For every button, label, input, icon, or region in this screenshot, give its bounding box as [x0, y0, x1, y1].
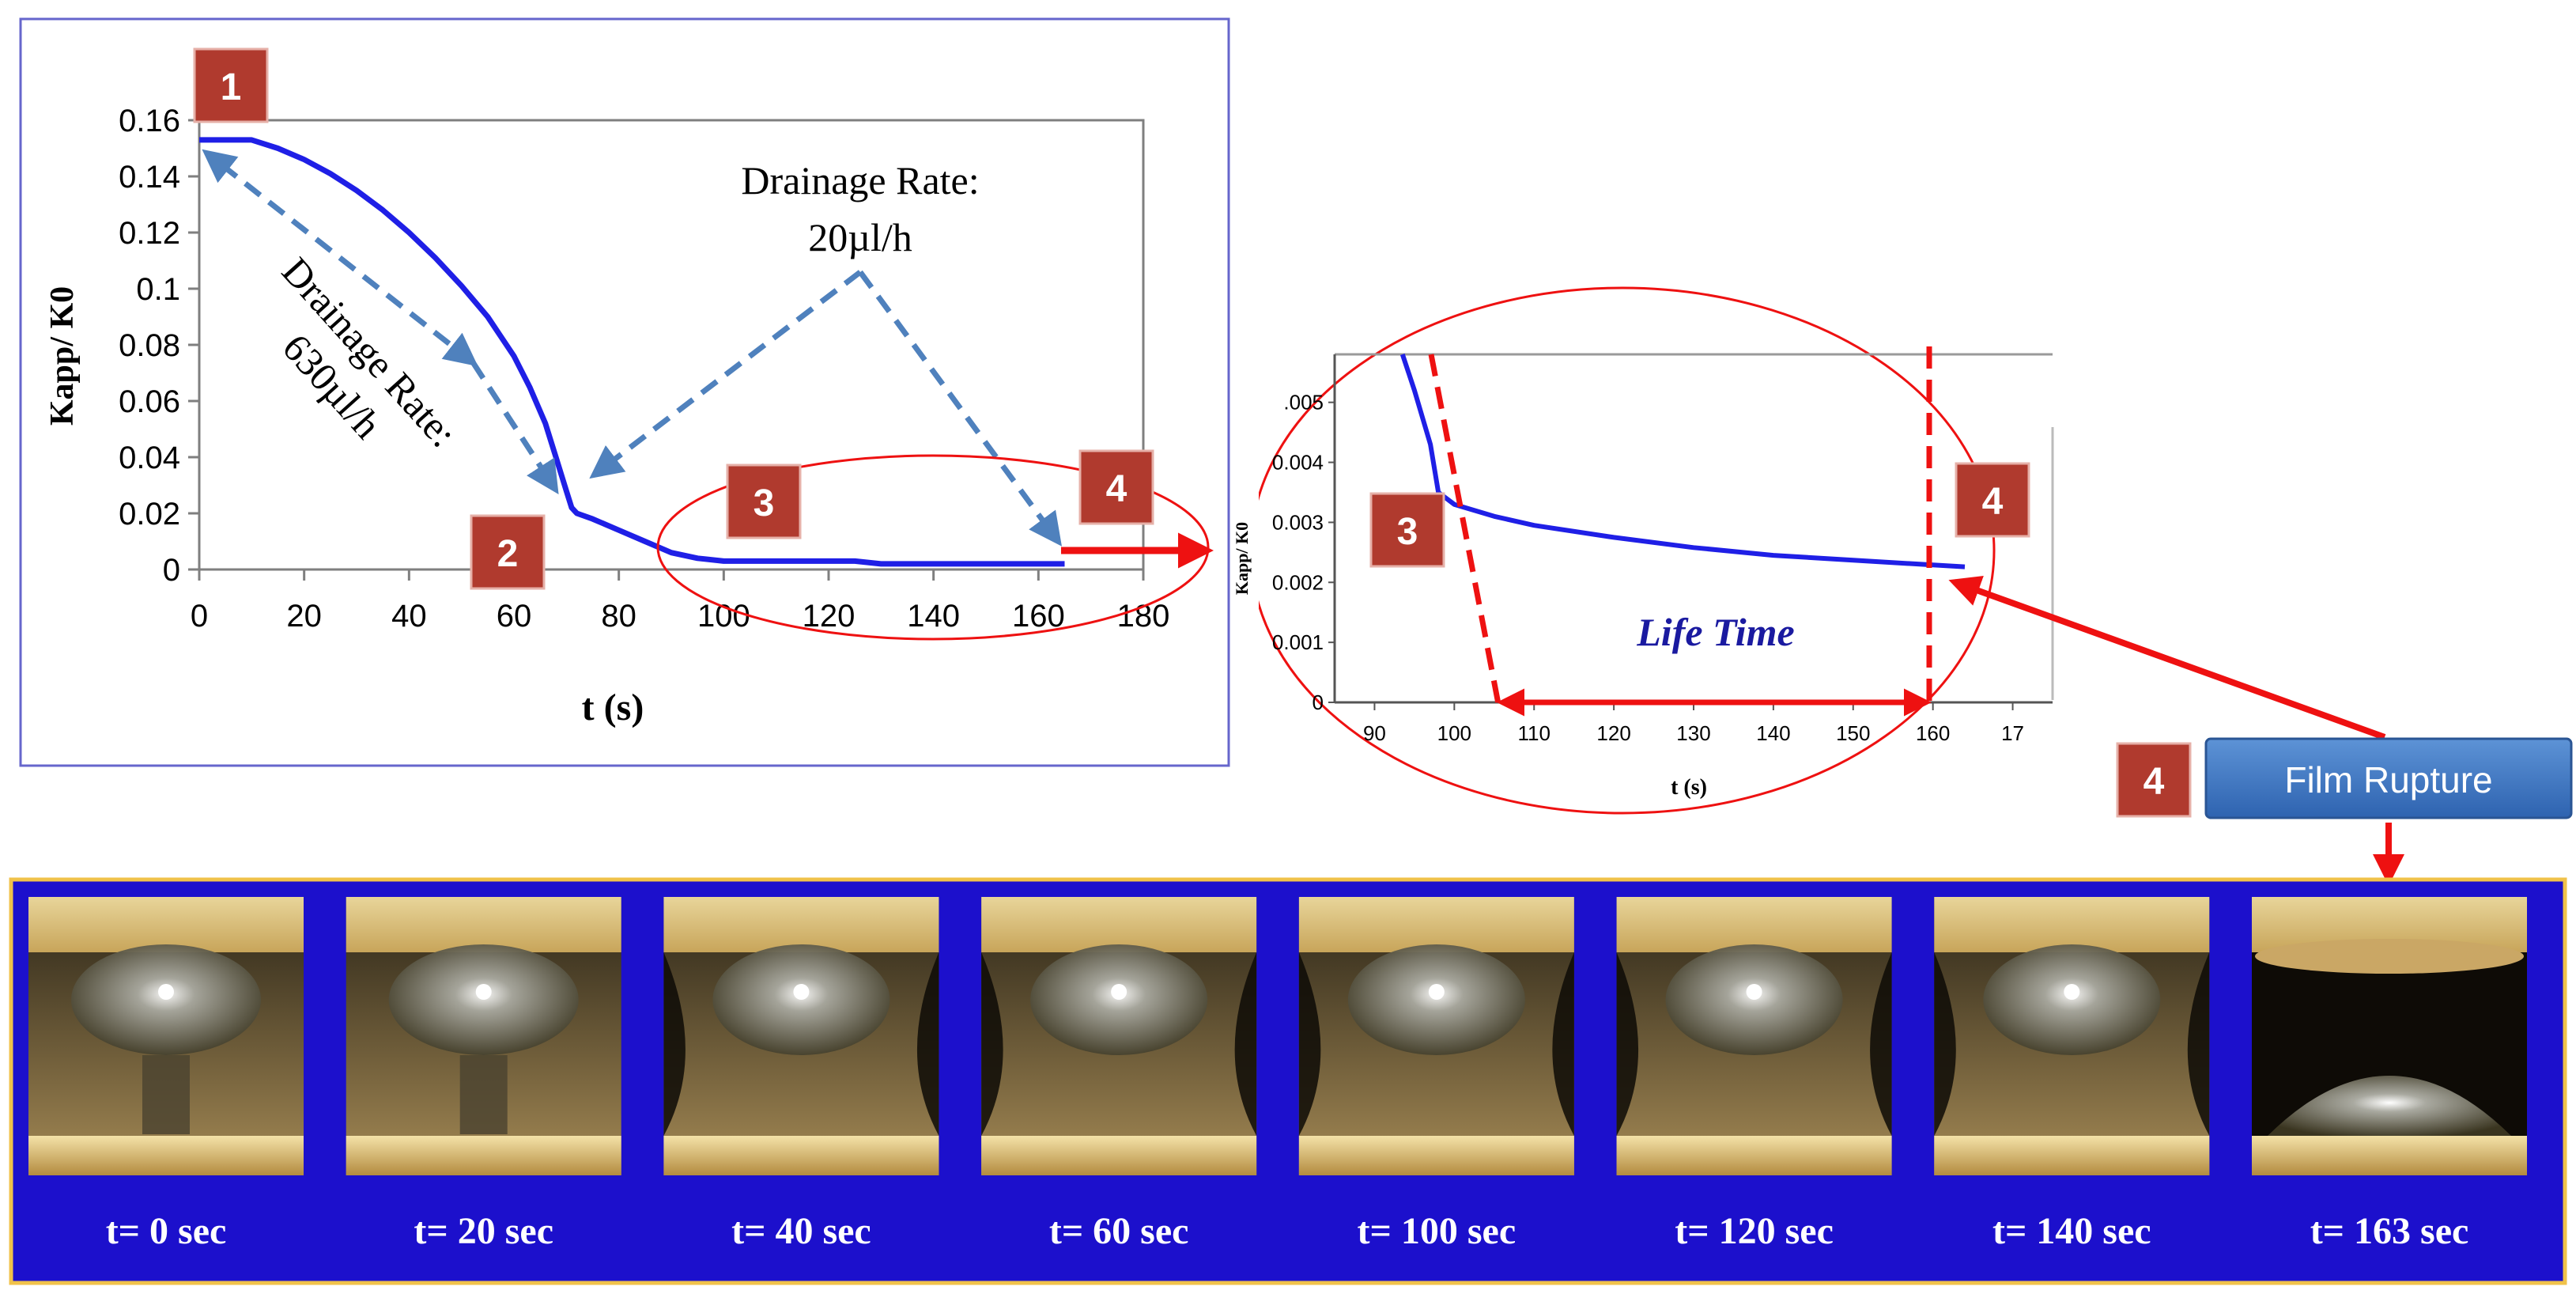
tangent-dashed-line — [1428, 354, 1502, 709]
zoom-x-tick-label: 17 — [2001, 721, 2024, 745]
svg-text:2: 2 — [497, 533, 519, 575]
frame-5: t= 120 sec — [1616, 897, 1892, 1252]
zoom-marker-4: 4 — [1955, 462, 2030, 538]
drainage-arrows — [202, 149, 1062, 547]
film-rupture-button — [2204, 737, 2573, 819]
main-x-tick-label: 60 — [497, 599, 532, 634]
frame-6: t= 140 sec — [1934, 897, 2210, 1252]
main-y-tick-label: 0.1 — [136, 272, 180, 307]
main-x-axis: 0 20 40 60 80 100 120 140 160 180 — [191, 569, 1170, 634]
svg-text:3: 3 — [754, 482, 775, 524]
marker-2: 2 — [470, 514, 546, 590]
zoom-y-tick-label: 0.001 — [1272, 630, 1324, 654]
film-rupture-marker-4 — [2116, 742, 2192, 818]
main-x-tick-label: 140 — [907, 599, 960, 634]
drainage-slow-label-line2: 20µl/h — [808, 215, 912, 259]
frame-time-label: t= 60 sec — [1049, 1210, 1189, 1252]
zoom-y-tick-label: 0 — [1313, 691, 1324, 714]
main-y-axis-label: Kapp/ K0 — [44, 286, 81, 426]
frame-4: t= 100 sec — [1298, 897, 1574, 1252]
frame-time-label: t= 163 sec — [2310, 1210, 2469, 1252]
main-x-tick-label: 180 — [1117, 599, 1170, 634]
frame-7: t= 163 sec — [2252, 897, 2527, 1252]
main-chart: 0 0.02 0.04 0.06 0.08 0.1 0.12 0.14 0.16 0 20 40 60… — [19, 17, 1230, 767]
main-x-tick-label: 0 — [191, 599, 208, 634]
zoom-y-tick-label: 0.002 — [1272, 570, 1324, 594]
marker-3: 3 — [726, 463, 802, 539]
main-y-tick-label: 0 — [163, 553, 180, 588]
frame-time-label: t= 120 sec — [1675, 1210, 1834, 1252]
film-rupture-label: Film Rupture — [2284, 759, 2492, 800]
zoom-x-tick-label: 90 — [1363, 721, 1386, 745]
main-y-tick-label: 0.08 — [119, 328, 180, 363]
main-y-tick-label: 0.06 — [119, 384, 180, 419]
frame-time-label: t= 0 sec — [106, 1210, 227, 1252]
zoom-x-tick-label: 140 — [1756, 721, 1790, 745]
zoom-y-axis-label: Kapp/ K0 — [1232, 522, 1252, 595]
main-x-tick-label: 160 — [1012, 599, 1065, 634]
svg-text:4: 4 — [2144, 761, 2165, 803]
drainage-slow-label-line1: Drainage Rate: — [741, 158, 979, 202]
marker-4: 4 — [1078, 449, 1154, 525]
frame-time-label: t= 40 sec — [731, 1210, 871, 1252]
zoom-x-tick-label: 100 — [1437, 721, 1471, 745]
ruptured-droplet — [2268, 1076, 2511, 1136]
frame-1: t= 20 sec — [346, 897, 621, 1252]
zoom-marker-3: 3 — [1369, 492, 1445, 568]
life-time-label: Life Time — [1636, 610, 1794, 654]
svg-text:1: 1 — [221, 66, 242, 108]
main-y-axis: 0 0.02 0.04 0.06 0.08 0.1 0.12 0.14 0.16 — [119, 104, 201, 588]
svg-text:3: 3 — [1397, 511, 1418, 553]
main-x-tick-label: 80 — [601, 599, 636, 634]
main-x-axis-label: t (s) — [582, 687, 644, 728]
frame-time-label: t= 100 sec — [1358, 1210, 1517, 1252]
zoom-data-series — [1399, 354, 1966, 569]
film-rupture-callout: 4 Film Rupture — [2116, 737, 2573, 819]
marker-1: 1 — [193, 47, 269, 123]
svg-text:4: 4 — [1106, 468, 1127, 510]
zoom-y-tick-label: .005 — [1283, 391, 1324, 414]
frames-band: t= 0 sec t= 20 sec t= 40 sec t= 60 sec t= 10… — [9, 877, 2567, 1285]
frame-time-label: t= 20 sec — [414, 1210, 553, 1252]
zoom-x-tick-label: 120 — [1596, 721, 1630, 745]
main-chart-frame — [19, 17, 1230, 767]
zoom-x-tick-label: 130 — [1676, 721, 1710, 745]
zoom-chart: 0 0.001 0.002 0.003 0.004 .005 90 100 110 120 130… — [1230, 286, 2054, 815]
main-x-tick-label: 40 — [391, 599, 427, 634]
zoom-y-tick-label: 0.003 — [1272, 510, 1324, 534]
svg-text:4: 4 — [1982, 481, 2004, 523]
zoom-left-mask — [1230, 475, 1259, 617]
zoom-y-tick-label: 0.004 — [1272, 451, 1324, 475]
zoom-x-tick-label: 160 — [1916, 721, 1950, 745]
main-x-tick-label: 20 — [286, 599, 322, 634]
zoom-x-axis: 90 100 110 120 130 140 150 160 17 — [1363, 702, 2024, 745]
main-y-tick-label: 0.16 — [119, 104, 180, 138]
main-x-tick-label: 100 — [697, 599, 750, 634]
main-y-tick-label: 0.14 — [119, 160, 180, 195]
frame-time-label: t= 140 sec — [1992, 1210, 2151, 1252]
zoom-x-tick-label: 110 — [1517, 721, 1550, 745]
zoom-x-axis-label: t (s) — [1671, 775, 1707, 800]
frame-0: t= 0 sec — [28, 897, 304, 1252]
zoom-x-tick-label: 150 — [1836, 721, 1870, 745]
main-y-tick-label: 0.12 — [119, 216, 180, 251]
main-y-tick-label: 0.04 — [119, 441, 180, 475]
rupture-pointer-arrow — [1948, 576, 2386, 740]
frame-2: t= 40 sec — [663, 897, 939, 1252]
main-x-tick-label: 120 — [803, 599, 856, 634]
frame-3: t= 60 sec — [981, 897, 1257, 1252]
main-y-tick-label: 0.02 — [119, 497, 180, 532]
